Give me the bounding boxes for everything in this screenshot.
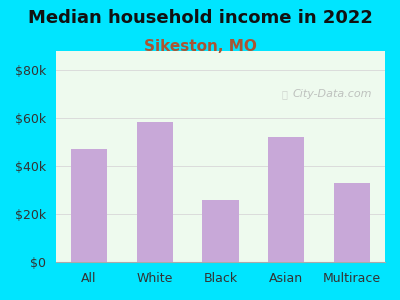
Bar bbox=[334, 183, 370, 262]
Bar bbox=[202, 200, 238, 262]
Text: 🔍: 🔍 bbox=[281, 89, 287, 99]
Bar bbox=[137, 122, 173, 262]
Text: Median household income in 2022: Median household income in 2022 bbox=[28, 9, 372, 27]
Text: City-Data.com: City-Data.com bbox=[293, 89, 372, 99]
Bar bbox=[268, 137, 304, 262]
Text: Sikeston, MO: Sikeston, MO bbox=[144, 39, 256, 54]
Bar bbox=[71, 149, 107, 262]
